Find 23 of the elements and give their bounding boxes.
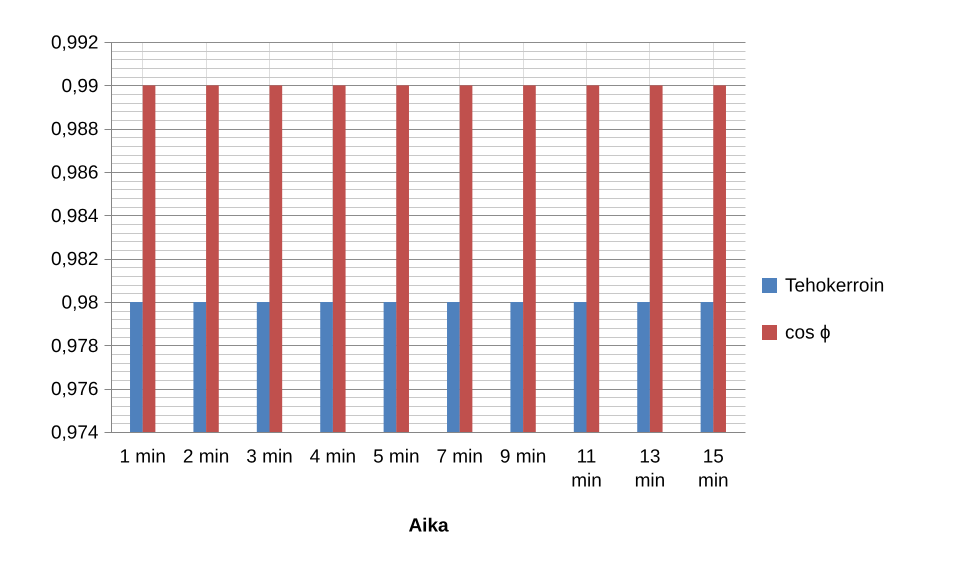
legend-label: Tehokerroin: [785, 276, 884, 296]
y-tick-label: 0,992: [50, 32, 98, 54]
x-tick-label: 13 min: [634, 446, 666, 492]
y-tick-label: 0,98: [62, 292, 98, 314]
x-tick-label: 4 min: [310, 446, 356, 468]
x-tick-label: 2 min: [182, 446, 230, 468]
x-tick-label: 9 min: [500, 446, 546, 468]
x-tick-label: 11 min: [571, 446, 602, 492]
x-tick-label: 1 min: [119, 446, 166, 468]
x-tick-label: 7 min: [436, 446, 483, 468]
x-tick-label: 15 min: [698, 446, 729, 492]
y-tick-label: 0,984: [50, 206, 99, 227]
y-tick-label: 0,974: [50, 422, 99, 444]
x-tick-label: 5 min: [373, 446, 420, 468]
x-axis-title: Aika: [408, 516, 449, 536]
legend-label: cos ϕ: [785, 322, 830, 344]
y-tick-label: 0,99: [62, 76, 98, 97]
y-tick-label: 0,986: [50, 162, 98, 184]
y-tick-label: 0,988: [50, 119, 98, 140]
y-tick-label: 0,978: [50, 336, 98, 357]
y-tick-label: 0,976: [50, 379, 98, 400]
y-tick-label: 0,982: [50, 249, 98, 270]
x-tick-label: 3 min: [246, 446, 293, 468]
